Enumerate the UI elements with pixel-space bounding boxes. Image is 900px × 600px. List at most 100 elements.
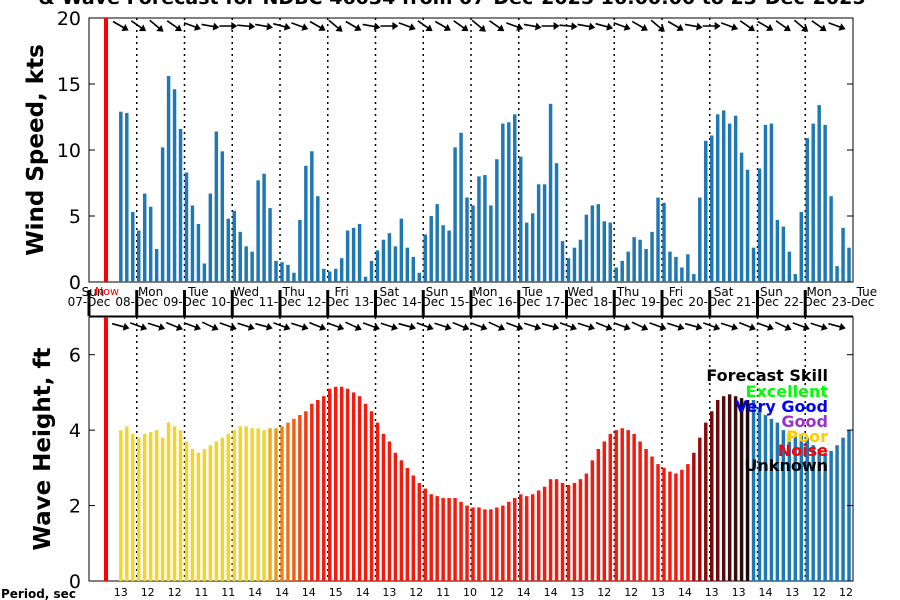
bar — [548, 479, 553, 581]
arrow-head — [408, 23, 416, 31]
arrow-head — [747, 24, 755, 32]
bar — [453, 147, 457, 282]
bar — [650, 456, 654, 581]
bar — [465, 505, 469, 581]
wave-direction-arrows — [111, 321, 846, 331]
direction-arrow — [650, 19, 665, 32]
arrow-head — [409, 322, 416, 331]
bar — [554, 479, 559, 581]
period-axis: Period, sec 13 12 12 11 11 14 14 14 15 14 13 12 11 10… — [1, 586, 853, 600]
y-tick-label: 10 — [57, 140, 81, 162]
y-tick-label: 6 — [69, 345, 81, 367]
arrow-head — [354, 24, 362, 31]
bar — [781, 226, 786, 282]
direction-arrow — [398, 22, 416, 31]
bar — [781, 430, 786, 581]
direction-arrow — [739, 20, 755, 32]
direction-arrow — [488, 321, 506, 331]
bar — [333, 386, 338, 581]
arrow-head — [731, 23, 739, 31]
arrow-head — [657, 24, 665, 32]
bar — [166, 76, 171, 282]
bar — [632, 237, 636, 282]
direction-arrow — [417, 20, 433, 32]
wind-speed-panel: 0 5 10 15 20 Wind Speed, kts — [23, 8, 854, 294]
date-label: 08-Dec — [115, 295, 158, 309]
bar — [441, 225, 445, 282]
bar — [644, 249, 648, 282]
direction-arrow — [183, 322, 201, 331]
bar — [393, 452, 398, 581]
bar — [668, 471, 672, 581]
bar — [727, 394, 732, 581]
bar — [483, 509, 487, 581]
arrow-head — [318, 24, 326, 31]
bar — [757, 407, 762, 581]
bar — [387, 233, 392, 282]
direction-arrow — [237, 22, 256, 31]
bar — [787, 433, 792, 581]
wind-y-ticks: 0 5 10 15 20 — [57, 8, 853, 294]
period-tick-label: 15 — [329, 586, 343, 599]
bar — [620, 260, 624, 282]
bar — [328, 271, 332, 282]
arrow-head — [571, 22, 578, 31]
bar — [369, 411, 374, 581]
arrow-head — [425, 24, 433, 32]
bar — [328, 388, 332, 581]
bar — [721, 396, 726, 581]
bar — [602, 441, 607, 581]
day-label: Sun — [426, 285, 449, 299]
direction-arrow — [702, 322, 721, 331]
direction-arrow — [649, 322, 667, 331]
period-tick-label: 12 — [409, 586, 423, 599]
arrow-head — [820, 323, 828, 331]
direction-arrow — [130, 20, 147, 32]
bar — [847, 247, 851, 282]
bar — [292, 272, 296, 282]
bar — [823, 124, 827, 282]
bar — [602, 221, 607, 282]
bar — [244, 426, 248, 581]
bar — [154, 249, 159, 282]
bar — [119, 430, 123, 581]
period-tick-label: 14 — [248, 586, 262, 599]
bar — [178, 128, 183, 282]
bar — [584, 214, 589, 282]
bar — [704, 140, 708, 282]
bar — [304, 411, 308, 581]
bar — [572, 482, 577, 581]
bar — [674, 473, 678, 581]
bar — [507, 501, 511, 581]
direction-arrow — [219, 322, 237, 331]
bar — [536, 490, 541, 581]
bar — [351, 392, 356, 581]
bar — [339, 386, 344, 581]
bar — [447, 230, 451, 282]
wave-height-panel: 0 2 4 6 Wave Height, ft — [30, 316, 854, 593]
bar — [542, 184, 547, 282]
date-label: 21-Dec — [736, 295, 779, 309]
day-label: Tue — [856, 285, 878, 299]
direction-arrow — [775, 20, 791, 32]
bar — [763, 415, 768, 581]
bar — [298, 219, 302, 282]
bar — [131, 433, 135, 581]
bar — [262, 430, 266, 581]
period-tick-label: 11 — [221, 586, 235, 599]
bar — [345, 230, 350, 282]
bar — [745, 169, 750, 282]
arrow-head — [497, 323, 506, 331]
wind-y-label: Wind Speed, kts — [23, 44, 49, 256]
direction-arrow — [828, 22, 846, 31]
direction-arrow — [613, 22, 631, 31]
arrow-head — [695, 322, 703, 331]
arrow-head — [497, 24, 505, 32]
direction-arrow — [237, 322, 255, 331]
bar — [793, 435, 798, 581]
bar — [674, 256, 678, 282]
date-label: 07-Dec — [68, 295, 111, 309]
arrow-head — [156, 24, 164, 32]
bar — [763, 124, 768, 282]
